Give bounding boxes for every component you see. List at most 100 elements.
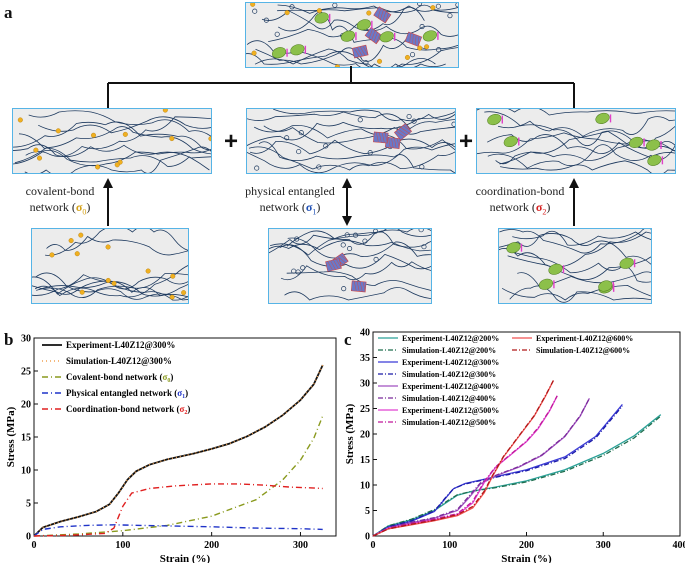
entanglement-loop [254, 165, 260, 171]
polymer-chain [499, 229, 651, 254]
polymer-chain [45, 229, 188, 256]
connector-lines [103, 66, 579, 226]
crosslink-point [334, 64, 340, 67]
crosslink-point [78, 232, 84, 238]
polymer-chain [284, 287, 431, 301]
entanglement-loop [417, 3, 423, 6]
y-tick-label: 15 [360, 455, 370, 466]
polymer-chain [269, 239, 431, 252]
entanglement-loop [252, 8, 258, 14]
x-tick-label: 200 [519, 540, 534, 551]
entanglement-loop [373, 256, 379, 263]
polymer-chain [254, 48, 446, 67]
combined-network-drawing [246, 3, 458, 67]
polymer-chain [280, 261, 431, 281]
y-tick-label: 40 [360, 328, 370, 339]
polymer-chain [28, 110, 211, 137]
filler-particle [373, 6, 392, 24]
covalent-sigma-sub: 0 [82, 207, 87, 217]
crosslink-point [74, 251, 80, 257]
metal-particle [595, 112, 610, 124]
entanglement-loop [435, 3, 441, 9]
filler-particle [373, 131, 389, 144]
crosslink-point [145, 268, 151, 274]
y-tick-label: 35 [360, 353, 370, 364]
legend-label-9: Experiment-L40Z12@600% [536, 334, 633, 343]
entanglement-loop [411, 118, 417, 124]
legend-label-8: Simulation-L40Z12@500% [402, 418, 496, 427]
metal-particle [619, 257, 634, 269]
filler-particle [393, 123, 413, 141]
polymer-chain [38, 116, 211, 134]
covalent-network-illustration [12, 108, 212, 174]
y-tick-label: 5 [365, 506, 370, 517]
y-tick-label: 25 [21, 367, 31, 378]
coordination-network-illustration [476, 108, 676, 174]
polymer-chain [32, 280, 188, 298]
polymer-chain [34, 265, 188, 298]
legend-label-4: Simulation-L40Z12@300% [402, 370, 496, 379]
crosslink-point [49, 252, 55, 258]
y-tick-label: 20 [360, 430, 370, 441]
legend-label-10: Simulation-L40Z12@600% [536, 346, 630, 355]
entanglement-loop [347, 246, 353, 252]
entanglement-loop [409, 52, 416, 58]
entanglement-loop [455, 3, 458, 8]
y-tick-label: 10 [360, 481, 370, 492]
combined-network-illustration [245, 2, 459, 68]
crosslink-point [17, 117, 23, 123]
legend-label-4: Physical entangled network (σ1) [66, 388, 188, 400]
polymer-chain [247, 143, 455, 173]
entanglement-loop [298, 130, 304, 136]
series-line-3 [33, 415, 324, 537]
crosslink-point [404, 54, 410, 60]
covalent-caption-close: ) [86, 200, 91, 214]
legend-label-5: Coordination-bond network (σ2) [66, 404, 190, 416]
crosslink-point [169, 294, 175, 300]
entanglement-loop [418, 229, 424, 233]
crosslink-point [122, 131, 128, 137]
legend-label-2: Simulation-L40Z12@300% [66, 356, 172, 366]
entanglement-loop [340, 242, 346, 248]
polymer-chain [487, 144, 675, 169]
polymer-chain [286, 271, 431, 291]
covalent-network-drawing [13, 109, 211, 173]
crosslink-point [284, 10, 290, 16]
y-axis-label: Stress (MPa) [5, 406, 17, 467]
polymer-chain [279, 244, 431, 270]
polymer-chain [18, 133, 210, 171]
physical-network-drawing [247, 109, 455, 173]
crosslink-point [105, 244, 111, 250]
x-axis-label: Strain (%) [160, 553, 211, 563]
crosslink-point [316, 8, 322, 14]
covalent-caption: covalent-bond network (σ0) [20, 183, 100, 220]
polymer-chain [286, 229, 431, 247]
crosslink-point [251, 50, 257, 56]
polymer-chain [499, 231, 651, 268]
metal-particle [379, 31, 394, 43]
polymer-chain [477, 109, 675, 116]
legend-label-6: Simulation-L40Z12@400% [402, 394, 496, 403]
x-tick-label: 0 [32, 540, 37, 551]
physical-network-detail [268, 228, 432, 304]
physical-caption: physical entangled network (σ1) [238, 183, 342, 220]
series-line-7 [372, 395, 558, 537]
polymer-chain [499, 130, 675, 165]
series-line-8 [372, 395, 558, 537]
x-axis-label: Strain (%) [501, 553, 552, 563]
physical-detail-drawing [269, 229, 431, 301]
covalent-sigma: σ [75, 200, 83, 214]
entanglement-loop [284, 135, 290, 141]
entanglement-loop [295, 269, 301, 275]
series-line-9 [372, 380, 554, 537]
y-tick-label: 15 [21, 433, 31, 444]
entanglement-loop [357, 117, 363, 123]
crosslink-point [424, 44, 430, 50]
polymer-chain [499, 233, 651, 265]
coordination-detail-drawing [499, 229, 651, 303]
crosslink-point [55, 128, 61, 134]
polymer-chain [32, 274, 188, 301]
polymer-chain [246, 47, 458, 67]
polymer-chain [514, 252, 651, 283]
entanglement-loop [274, 31, 280, 37]
